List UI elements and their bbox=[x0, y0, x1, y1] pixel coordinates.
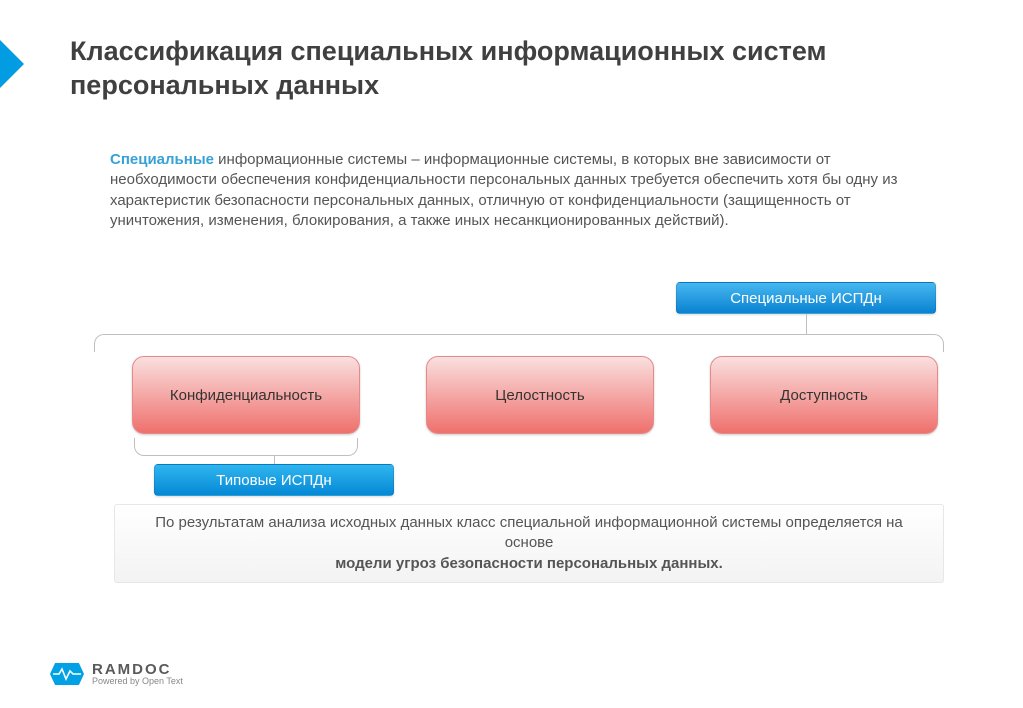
logo-name: RAMDOC bbox=[92, 662, 183, 677]
result-note-bold: модели угроз безопасности персональных д… bbox=[335, 555, 723, 572]
logo-mark-icon bbox=[50, 663, 84, 685]
connector-top bbox=[806, 314, 807, 334]
logo-subtitle: Powered by Open Text bbox=[92, 677, 183, 686]
card-integrity: Целостность bbox=[426, 356, 654, 434]
intro-lead: Специальные bbox=[110, 151, 214, 168]
typical-ispdn-label: Типовые ИСПДн bbox=[154, 464, 394, 496]
intro-paragraph: Специальные информационные системы – инф… bbox=[110, 150, 940, 231]
special-ispdn-label: Специальные ИСПДн bbox=[676, 282, 936, 314]
logo: RAMDOC Powered by Open Text bbox=[50, 662, 183, 686]
connector-bottom bbox=[274, 456, 275, 464]
accent-triangle bbox=[0, 40, 24, 88]
card-label: Конфиденциальность bbox=[170, 387, 322, 404]
bracket-typical bbox=[134, 438, 358, 456]
page-title: Классификация специальных информационных… bbox=[70, 35, 970, 103]
card-confidentiality: Конфиденциальность bbox=[132, 356, 360, 434]
diagram: Специальные ИСПДн Конфиденциальность Цел… bbox=[70, 278, 950, 558]
result-note-line1: По результатам анализа исходных данных к… bbox=[155, 514, 903, 551]
bracket-special bbox=[94, 334, 944, 352]
result-note: По результатам анализа исходных данных к… bbox=[114, 504, 944, 583]
intro-rest: информационные системы – информационные … bbox=[110, 151, 897, 229]
typical-ispdn-text: Типовые ИСПДн bbox=[216, 472, 331, 489]
card-label: Целостность bbox=[495, 387, 584, 404]
card-label: Доступность bbox=[780, 387, 868, 404]
special-ispdn-text: Специальные ИСПДн bbox=[730, 290, 882, 307]
card-availability: Доступность bbox=[710, 356, 938, 434]
